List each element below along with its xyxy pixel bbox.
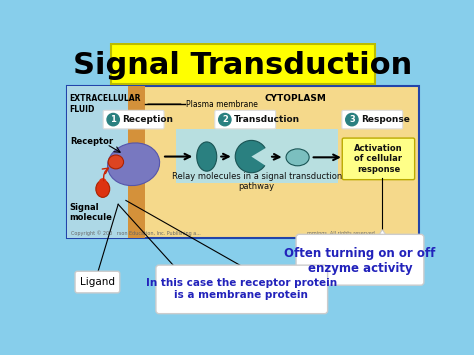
Text: CYTOPLASM: CYTOPLASM	[264, 94, 326, 103]
Text: 3: 3	[349, 115, 355, 124]
FancyBboxPatch shape	[66, 86, 419, 238]
Text: Response: Response	[361, 115, 410, 124]
FancyBboxPatch shape	[342, 110, 403, 129]
Ellipse shape	[99, 178, 107, 186]
Polygon shape	[378, 230, 388, 237]
Ellipse shape	[197, 142, 217, 171]
Text: Plasma membrane: Plasma membrane	[186, 100, 258, 109]
Polygon shape	[251, 147, 270, 166]
Circle shape	[219, 114, 231, 126]
Text: Reception: Reception	[122, 115, 173, 124]
Text: Ligand: Ligand	[80, 277, 115, 287]
Ellipse shape	[235, 140, 267, 173]
Text: 1: 1	[110, 115, 116, 124]
Text: Activation
of cellular
response: Activation of cellular response	[354, 144, 403, 174]
Text: Copyright © 200   rson Education, Inc. Publishing a...: Copyright © 200 rson Education, Inc. Pub…	[71, 231, 201, 236]
Ellipse shape	[96, 180, 109, 197]
FancyBboxPatch shape	[215, 110, 276, 129]
Text: Often turning on or off
enzyme activity: Often turning on or off enzyme activity	[284, 246, 436, 274]
Text: Receptor: Receptor	[71, 137, 114, 146]
Text: mmings. All rights reserved.: mmings. All rights reserved.	[307, 231, 376, 236]
FancyBboxPatch shape	[296, 234, 424, 285]
Bar	[128, 86, 145, 238]
FancyBboxPatch shape	[75, 271, 120, 293]
Ellipse shape	[108, 155, 124, 169]
Text: 2: 2	[222, 115, 228, 124]
Bar	[176, 129, 337, 183]
FancyBboxPatch shape	[103, 110, 164, 129]
Bar	[66, 86, 128, 238]
Text: Transduction: Transduction	[234, 115, 300, 124]
Text: In this case the receptor protein
is a membrane protein: In this case the receptor protein is a m…	[146, 278, 337, 300]
Text: EXTRACELLULAR
FLUID: EXTRACELLULAR FLUID	[69, 94, 140, 114]
Text: Signal
molecule: Signal molecule	[69, 203, 112, 222]
FancyBboxPatch shape	[342, 138, 415, 180]
Text: Signal Transduction: Signal Transduction	[73, 51, 412, 80]
Circle shape	[107, 114, 119, 126]
Text: Relay molecules in a signal transduction
pathway: Relay molecules in a signal transduction…	[172, 171, 342, 191]
Ellipse shape	[286, 149, 309, 166]
FancyBboxPatch shape	[111, 44, 374, 84]
Ellipse shape	[108, 143, 160, 186]
FancyBboxPatch shape	[156, 265, 328, 313]
Circle shape	[346, 114, 358, 126]
